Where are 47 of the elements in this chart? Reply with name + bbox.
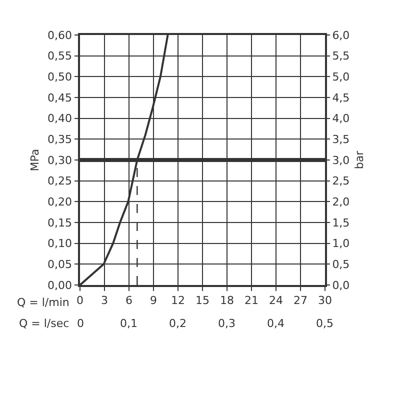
x-tick-label: 3 bbox=[101, 294, 108, 307]
y2-tick-label: 6,0 bbox=[332, 28, 350, 42]
y-tick-label: 0,25 bbox=[48, 174, 72, 188]
y2-tick-label: 5,0 bbox=[332, 70, 350, 84]
y-tick-label: 0,10 bbox=[48, 237, 72, 250]
y-tick-label: 0,15 bbox=[48, 216, 72, 230]
y2-tick-label: 1,5 bbox=[332, 216, 350, 230]
y-tick-label: 0,30 bbox=[48, 154, 72, 167]
y2-tick-label: 3,5 bbox=[332, 133, 350, 146]
y-tick-label: 0,60 bbox=[48, 28, 72, 42]
y2-tick-label: 2,5 bbox=[332, 174, 350, 188]
x2-tick-label: 0 bbox=[77, 317, 84, 330]
y2-tick-label: 1,0 bbox=[332, 237, 350, 250]
y2-tick-label: 4,0 bbox=[332, 112, 350, 126]
x2-tick-label: 0,5 bbox=[316, 317, 334, 330]
x2-tick-label: 0,2 bbox=[169, 317, 186, 330]
x-tick-label: 27 bbox=[294, 294, 308, 307]
y2-tick-label: 4,5 bbox=[332, 91, 350, 104]
y-tick-label: 0,45 bbox=[48, 91, 72, 104]
x-tick-label: 21 bbox=[244, 294, 258, 307]
y2-tick-label: 2,0 bbox=[332, 196, 350, 209]
y-tick-label: 0,20 bbox=[48, 196, 72, 209]
x2-tick-label: 0,4 bbox=[267, 317, 284, 330]
x2-axis-title: Q = l/sec bbox=[19, 317, 70, 330]
y2-tick-label: 3,0 bbox=[332, 154, 350, 167]
x2-tick-label: 0,1 bbox=[120, 317, 138, 330]
x-tick-label: 0 bbox=[76, 294, 84, 307]
y-tick-label: 0,05 bbox=[48, 258, 72, 272]
y-tick-label: 0,00 bbox=[48, 278, 72, 292]
x-tick-label: 12 bbox=[171, 294, 185, 307]
x-tick-label: 18 bbox=[220, 294, 234, 307]
y-tick-label: 0,55 bbox=[48, 50, 72, 63]
y2-axis-title: bar bbox=[352, 150, 366, 170]
x-tick-label: 15 bbox=[196, 294, 210, 307]
x-axis-title: Q = l/min bbox=[17, 296, 70, 309]
x-tick-label: 30 bbox=[318, 294, 332, 307]
y-axis-title: MPa bbox=[28, 148, 42, 172]
y2-tick-label: 0,5 bbox=[332, 258, 350, 272]
y2-tick-label: 5,5 bbox=[332, 50, 350, 63]
x-tick-label: 24 bbox=[269, 294, 283, 307]
y-tick-label: 0,40 bbox=[48, 112, 72, 126]
y-tick-label: 0,35 bbox=[48, 133, 72, 146]
x-tick-label: 6 bbox=[126, 294, 132, 307]
x-tick-label: 9 bbox=[150, 294, 157, 307]
y-tick-label: 0,50 bbox=[48, 70, 72, 84]
y2-tick-label: 0,0 bbox=[332, 278, 350, 292]
x2-tick-label: 0,3 bbox=[218, 317, 236, 330]
